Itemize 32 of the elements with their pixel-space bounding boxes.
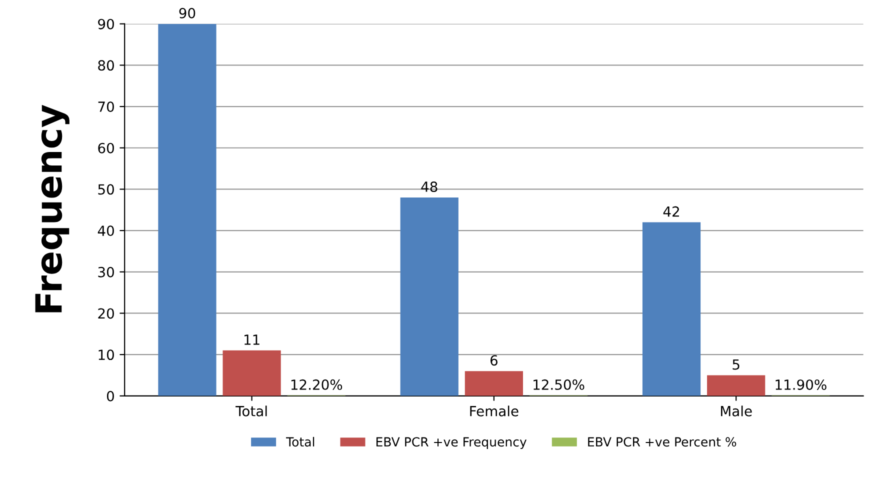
bar <box>707 375 766 396</box>
legend-label: EBV PCR +ve Percent % <box>588 437 736 447</box>
legend-label: EBV PCR +ve Frequency <box>376 437 527 450</box>
x-tick-label: Male <box>721 406 752 416</box>
y-tick-label: 90 <box>98 18 114 30</box>
bar <box>222 350 281 396</box>
y-tick-label: 20 <box>98 308 114 319</box>
data-label: 11 <box>244 334 260 345</box>
data-label: 48 <box>421 182 438 192</box>
data-label: 42 <box>663 206 679 217</box>
y-axis-title: Frequency <box>35 104 70 312</box>
y-tick-label: 10 <box>98 350 114 360</box>
y-tick-label: 40 <box>98 226 114 236</box>
data-label: 11.90% <box>776 379 826 390</box>
y-tick-label: 30 <box>98 266 114 278</box>
bar <box>642 222 701 396</box>
bar <box>464 371 524 396</box>
x-tick-label: Female <box>470 406 518 416</box>
y-tick-label: 70 <box>98 102 114 112</box>
y-tick-label: 60 <box>98 142 114 154</box>
x-tick-label: Total <box>236 406 267 416</box>
data-label: 5 <box>732 359 740 370</box>
data-label: 6 <box>490 355 498 366</box>
data-label: 90 <box>179 8 196 18</box>
y-tick-label: 80 <box>98 60 114 71</box>
data-label: 12.50% <box>534 379 584 390</box>
data-label: 12.20% <box>291 379 342 390</box>
legend-label: Total <box>286 436 314 447</box>
bar <box>158 24 216 396</box>
bar <box>400 197 458 396</box>
y-tick-label: 0 <box>106 390 114 402</box>
y-tick-label: 50 <box>98 184 114 195</box>
